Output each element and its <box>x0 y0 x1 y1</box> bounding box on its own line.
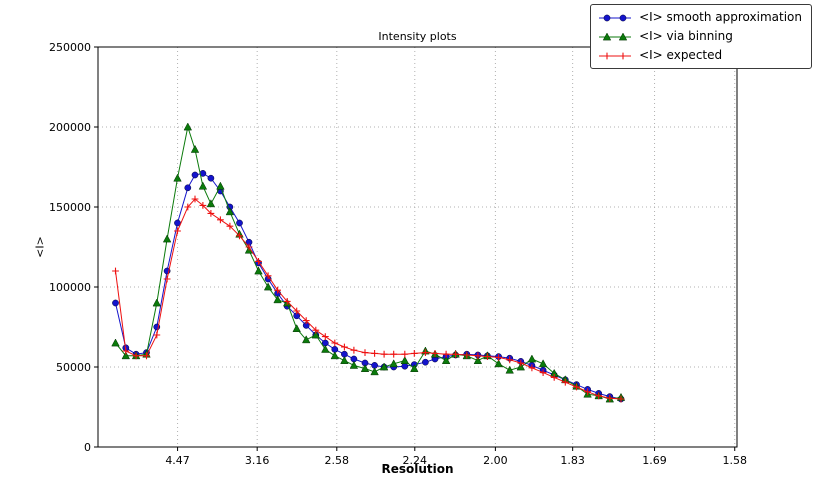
svg-text:2.58: 2.58 <box>325 454 350 467</box>
legend-marker-circle-icon <box>599 14 632 21</box>
svg-text:250000: 250000 <box>49 41 91 54</box>
legend-item: <I> expected <box>597 47 802 64</box>
legend-item: <I> via binning <box>597 28 802 45</box>
x-axis-label: Resolution <box>381 462 454 476</box>
svg-text:0: 0 <box>84 441 91 454</box>
svg-text:3.16: 3.16 <box>245 454 270 467</box>
svg-text:1.69: 1.69 <box>642 454 667 467</box>
svg-text:2.00: 2.00 <box>483 454 508 467</box>
legend-label: <I> via binning <box>639 29 733 43</box>
legend-marker-plus-icon <box>599 52 632 59</box>
chart-title: Intensity plots <box>378 30 457 43</box>
svg-text:2.24: 2.24 <box>403 454 428 467</box>
svg-text:1.58: 1.58 <box>722 454 747 467</box>
y-axis-label: <I> <box>33 236 47 258</box>
legend: <I> smooth approximation <I> via binning… <box>590 4 812 69</box>
svg-text:4.47: 4.47 <box>165 454 190 467</box>
svg-text:200000: 200000 <box>49 121 91 134</box>
legend-item: <I> smooth approximation <box>597 9 802 26</box>
legend-label: <I> smooth approximation <box>639 10 802 24</box>
legend-marker-triangle-icon <box>599 31 632 40</box>
svg-text:150000: 150000 <box>49 201 91 214</box>
legend-label: <I> expected <box>639 48 723 62</box>
svg-text:50000: 50000 <box>56 361 91 374</box>
svg-text:1.83: 1.83 <box>560 454 585 467</box>
svg-text:100000: 100000 <box>49 281 91 294</box>
